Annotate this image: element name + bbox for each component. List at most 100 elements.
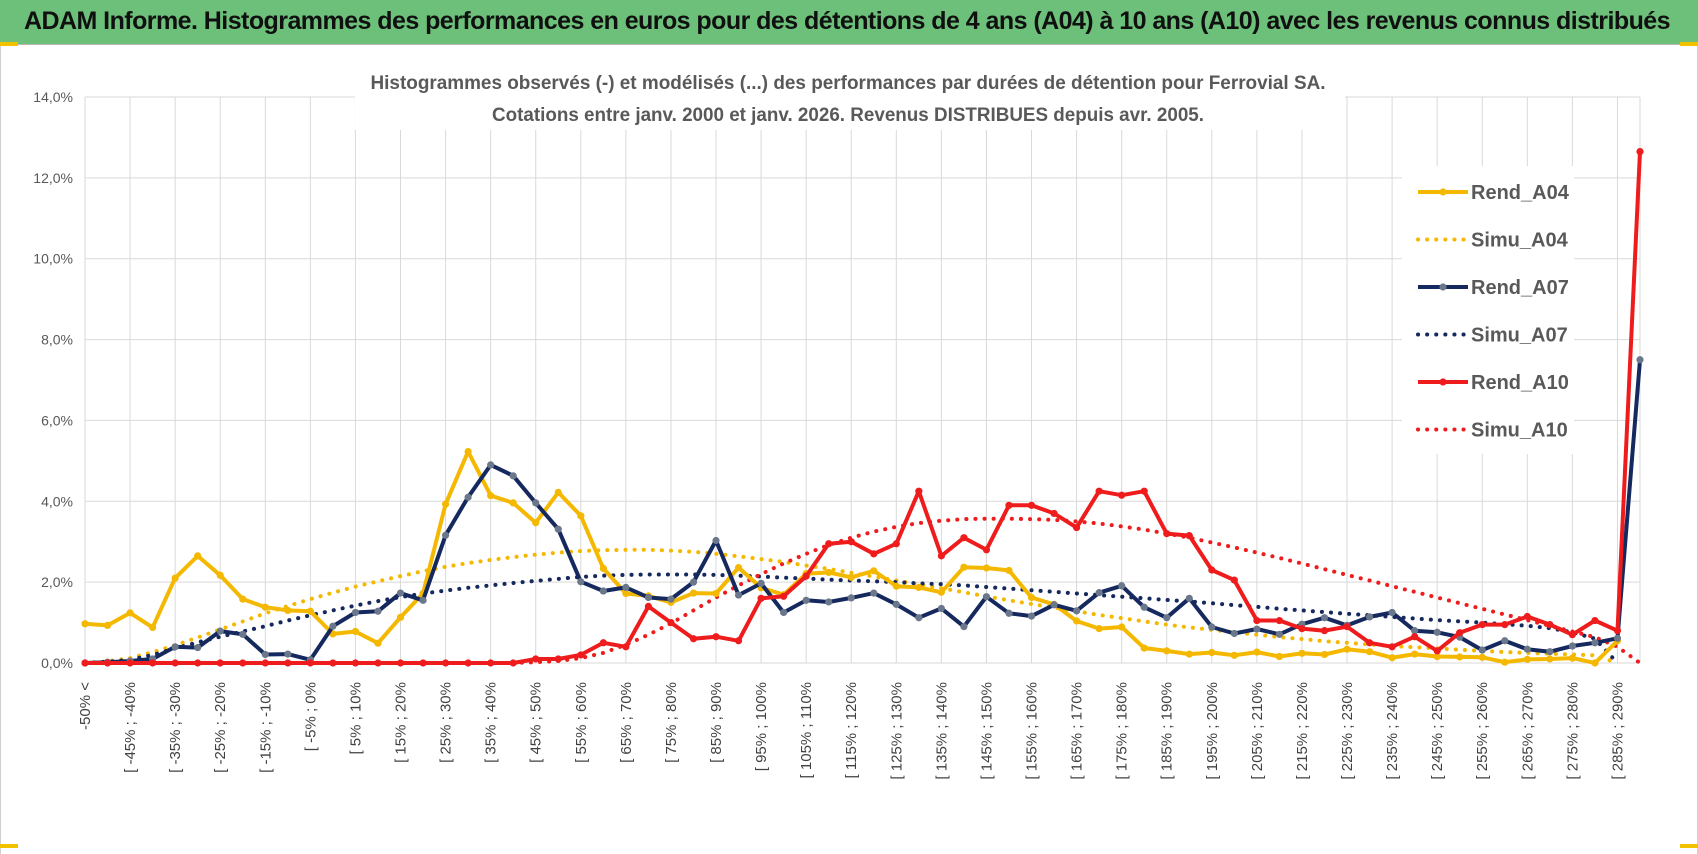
data-point-rend-a10 xyxy=(825,540,833,548)
data-point-rend-a10 xyxy=(351,659,360,667)
data-point-rend-a10 xyxy=(1343,623,1351,631)
data-point-rend-a10 xyxy=(396,659,405,667)
data-point-rend-a07 xyxy=(1095,589,1103,597)
data-point-rend-a04 xyxy=(1388,654,1396,662)
data-point-rend-a04 xyxy=(261,603,269,611)
x-tick-label: [ 15% ; 20% xyxy=(393,682,410,763)
x-tick-label: [ 65% ; 70% xyxy=(618,682,635,763)
data-point-rend-a10 xyxy=(329,659,337,667)
data-point-rend-a10 xyxy=(464,659,472,667)
y-tick-label: 0,0% xyxy=(41,655,73,671)
series-line-rend-a07 xyxy=(84,359,1642,665)
data-point-rend-a04 xyxy=(825,568,833,577)
data-point-rend-a07 xyxy=(441,531,450,539)
series-line-rend-a10 xyxy=(85,151,1642,665)
data-point-rend-a07 xyxy=(1411,627,1419,635)
legend-label-rend-a04: Rend_A04 xyxy=(1471,182,1570,204)
data-point-rend-a04 xyxy=(1320,650,1329,659)
data-point-rend-a10 xyxy=(1140,487,1148,495)
data-point-rend-a07 xyxy=(644,593,653,602)
data-point-rend-a07 xyxy=(1523,645,1531,653)
legend-label-simu-a10: Simu_A10 xyxy=(1471,420,1568,442)
data-point-rend-a10 xyxy=(194,659,202,667)
data-point-rend-a04 xyxy=(1298,649,1306,657)
data-point-rend-a04 xyxy=(396,613,405,621)
data-point-rend-a04 xyxy=(216,571,224,579)
data-point-rend-a10 xyxy=(1478,620,1486,629)
data-point-rend-a10 xyxy=(622,643,630,651)
data-point-rend-a10 xyxy=(577,651,585,659)
x-tick-label: [ 115% ; 120% xyxy=(843,682,860,778)
data-point-rend-a04 xyxy=(351,627,360,636)
data-point-rend-a04 xyxy=(1072,617,1081,625)
data-point-rend-a04 xyxy=(1185,650,1193,658)
data-point-rend-a10 xyxy=(239,659,247,667)
data-point-rend-a04 xyxy=(554,488,562,496)
x-tick-label: [ 225% ; 230% xyxy=(1339,682,1356,780)
data-point-rend-a04 xyxy=(81,620,89,628)
data-point-rend-a07 xyxy=(1320,614,1329,622)
x-tick-label: [ -25% ; -20% xyxy=(212,682,229,773)
legend-marker-rend-a10 xyxy=(1439,378,1447,386)
data-point-rend-a10 xyxy=(937,552,945,560)
data-point-rend-a07 xyxy=(960,623,968,631)
y-tick-label: 14,0% xyxy=(33,89,73,105)
data-point-rend-a07 xyxy=(487,461,495,469)
data-point-rend-a10 xyxy=(374,659,382,667)
data-point-rend-a10 xyxy=(1320,627,1329,635)
data-point-rend-a10 xyxy=(1230,576,1238,584)
data-point-rend-a10 xyxy=(306,659,314,667)
data-point-rend-a10 xyxy=(1163,530,1171,538)
data-point-rend-a10 xyxy=(1027,501,1036,509)
data-point-rend-a07 xyxy=(1005,609,1013,617)
data-point-rend-a04 xyxy=(1478,653,1486,661)
data-point-rend-a10 xyxy=(554,655,562,663)
data-point-rend-a07 xyxy=(1230,629,1238,638)
data-point-rend-a04 xyxy=(1163,647,1171,655)
data-point-rend-a07 xyxy=(464,493,472,501)
data-point-rend-a07 xyxy=(915,614,923,622)
data-point-rend-a10 xyxy=(1275,616,1284,625)
legend-label-rend-a10: Rend_A10 xyxy=(1471,372,1569,394)
data-point-rend-a07 xyxy=(1388,608,1396,617)
data-point-rend-a07 xyxy=(1275,630,1284,638)
data-point-rend-a04 xyxy=(149,623,157,632)
data-point-rend-a07 xyxy=(870,589,878,597)
data-point-rend-a10 xyxy=(870,550,878,558)
data-point-rend-a10 xyxy=(1388,643,1396,651)
data-point-rend-a10 xyxy=(982,546,991,554)
data-point-rend-a10 xyxy=(261,659,269,667)
series-line-simu-a04 xyxy=(83,547,1620,665)
data-point-rend-a10 xyxy=(149,659,157,667)
data-point-rend-a10 xyxy=(599,639,607,647)
corner-mark-bl xyxy=(0,844,18,848)
data-point-rend-a10 xyxy=(915,487,923,495)
x-tick-label: [ 185% ; 190% xyxy=(1159,682,1176,780)
data-point-rend-a07 xyxy=(937,604,945,613)
data-point-rend-a10 xyxy=(1501,620,1509,629)
data-point-rend-a07 xyxy=(802,596,810,604)
data-point-rend-a07 xyxy=(284,650,292,658)
x-tick-label: [ 45% ; 50% xyxy=(528,682,545,763)
data-point-rend-a10 xyxy=(1568,631,1576,639)
data-point-rend-a07 xyxy=(1050,601,1058,609)
data-point-rend-a07 xyxy=(780,608,788,617)
x-tick-label: [ 195% ; 200% xyxy=(1204,682,1221,780)
header-banner: ADAM Informe. Histogrammes des performan… xyxy=(0,0,1698,45)
data-point-rend-a07 xyxy=(847,594,855,602)
data-point-rend-a04 xyxy=(103,621,112,630)
y-tick-label: 8,0% xyxy=(41,332,73,348)
data-point-rend-a04 xyxy=(892,582,900,590)
data-point-rend-a07 xyxy=(261,650,269,659)
data-point-rend-a10 xyxy=(712,633,720,641)
data-point-rend-a07 xyxy=(1118,582,1126,590)
data-point-rend-a04 xyxy=(1523,655,1531,663)
data-point-rend-a10 xyxy=(1456,629,1464,637)
x-tick-label: [ 135% ; 140% xyxy=(933,682,950,780)
data-point-rend-a04 xyxy=(441,500,450,508)
data-point-rend-a04 xyxy=(464,447,472,456)
data-point-rend-a07 xyxy=(351,608,360,617)
data-point-rend-a07 xyxy=(419,596,427,604)
data-point-rend-a10 xyxy=(1118,491,1126,499)
data-point-rend-a04 xyxy=(577,512,585,520)
